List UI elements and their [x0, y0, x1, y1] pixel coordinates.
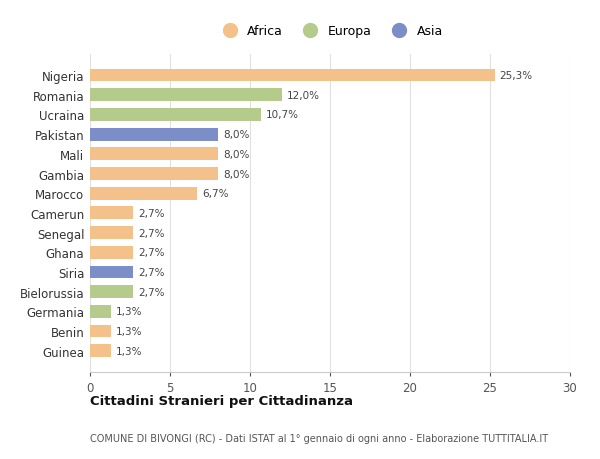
- Bar: [90, 207, 133, 220]
- Text: Cittadini Stranieri per Cittadinanza: Cittadini Stranieri per Cittadinanza: [90, 394, 353, 407]
- Text: 2,7%: 2,7%: [138, 287, 164, 297]
- Text: 12,0%: 12,0%: [287, 90, 320, 101]
- Bar: [90, 325, 111, 338]
- Bar: [90, 187, 197, 200]
- Text: 6,7%: 6,7%: [202, 189, 229, 199]
- Bar: [90, 109, 261, 122]
- Text: COMUNE DI BIVONGI (RC) - Dati ISTAT al 1° gennaio di ogni anno - Elaborazione TU: COMUNE DI BIVONGI (RC) - Dati ISTAT al 1…: [90, 433, 548, 442]
- Text: 2,7%: 2,7%: [138, 228, 164, 238]
- Text: 1,3%: 1,3%: [116, 307, 142, 317]
- Text: 10,7%: 10,7%: [266, 110, 299, 120]
- Text: 1,3%: 1,3%: [116, 346, 142, 356]
- Bar: [90, 168, 218, 180]
- Bar: [90, 305, 111, 318]
- Bar: [90, 266, 133, 279]
- Bar: [90, 89, 282, 102]
- Text: 8,0%: 8,0%: [223, 130, 249, 140]
- Text: 2,7%: 2,7%: [138, 208, 164, 218]
- Legend: Africa, Europa, Asia: Africa, Europa, Asia: [212, 20, 448, 43]
- Text: 1,3%: 1,3%: [116, 326, 142, 336]
- Bar: [90, 246, 133, 259]
- Text: 2,7%: 2,7%: [138, 268, 164, 277]
- Bar: [90, 285, 133, 298]
- Text: 25,3%: 25,3%: [500, 71, 533, 81]
- Bar: [90, 345, 111, 358]
- Bar: [90, 227, 133, 240]
- Bar: [90, 69, 495, 82]
- Bar: [90, 129, 218, 141]
- Text: 8,0%: 8,0%: [223, 169, 249, 179]
- Text: 2,7%: 2,7%: [138, 248, 164, 258]
- Bar: [90, 148, 218, 161]
- Text: 8,0%: 8,0%: [223, 150, 249, 159]
